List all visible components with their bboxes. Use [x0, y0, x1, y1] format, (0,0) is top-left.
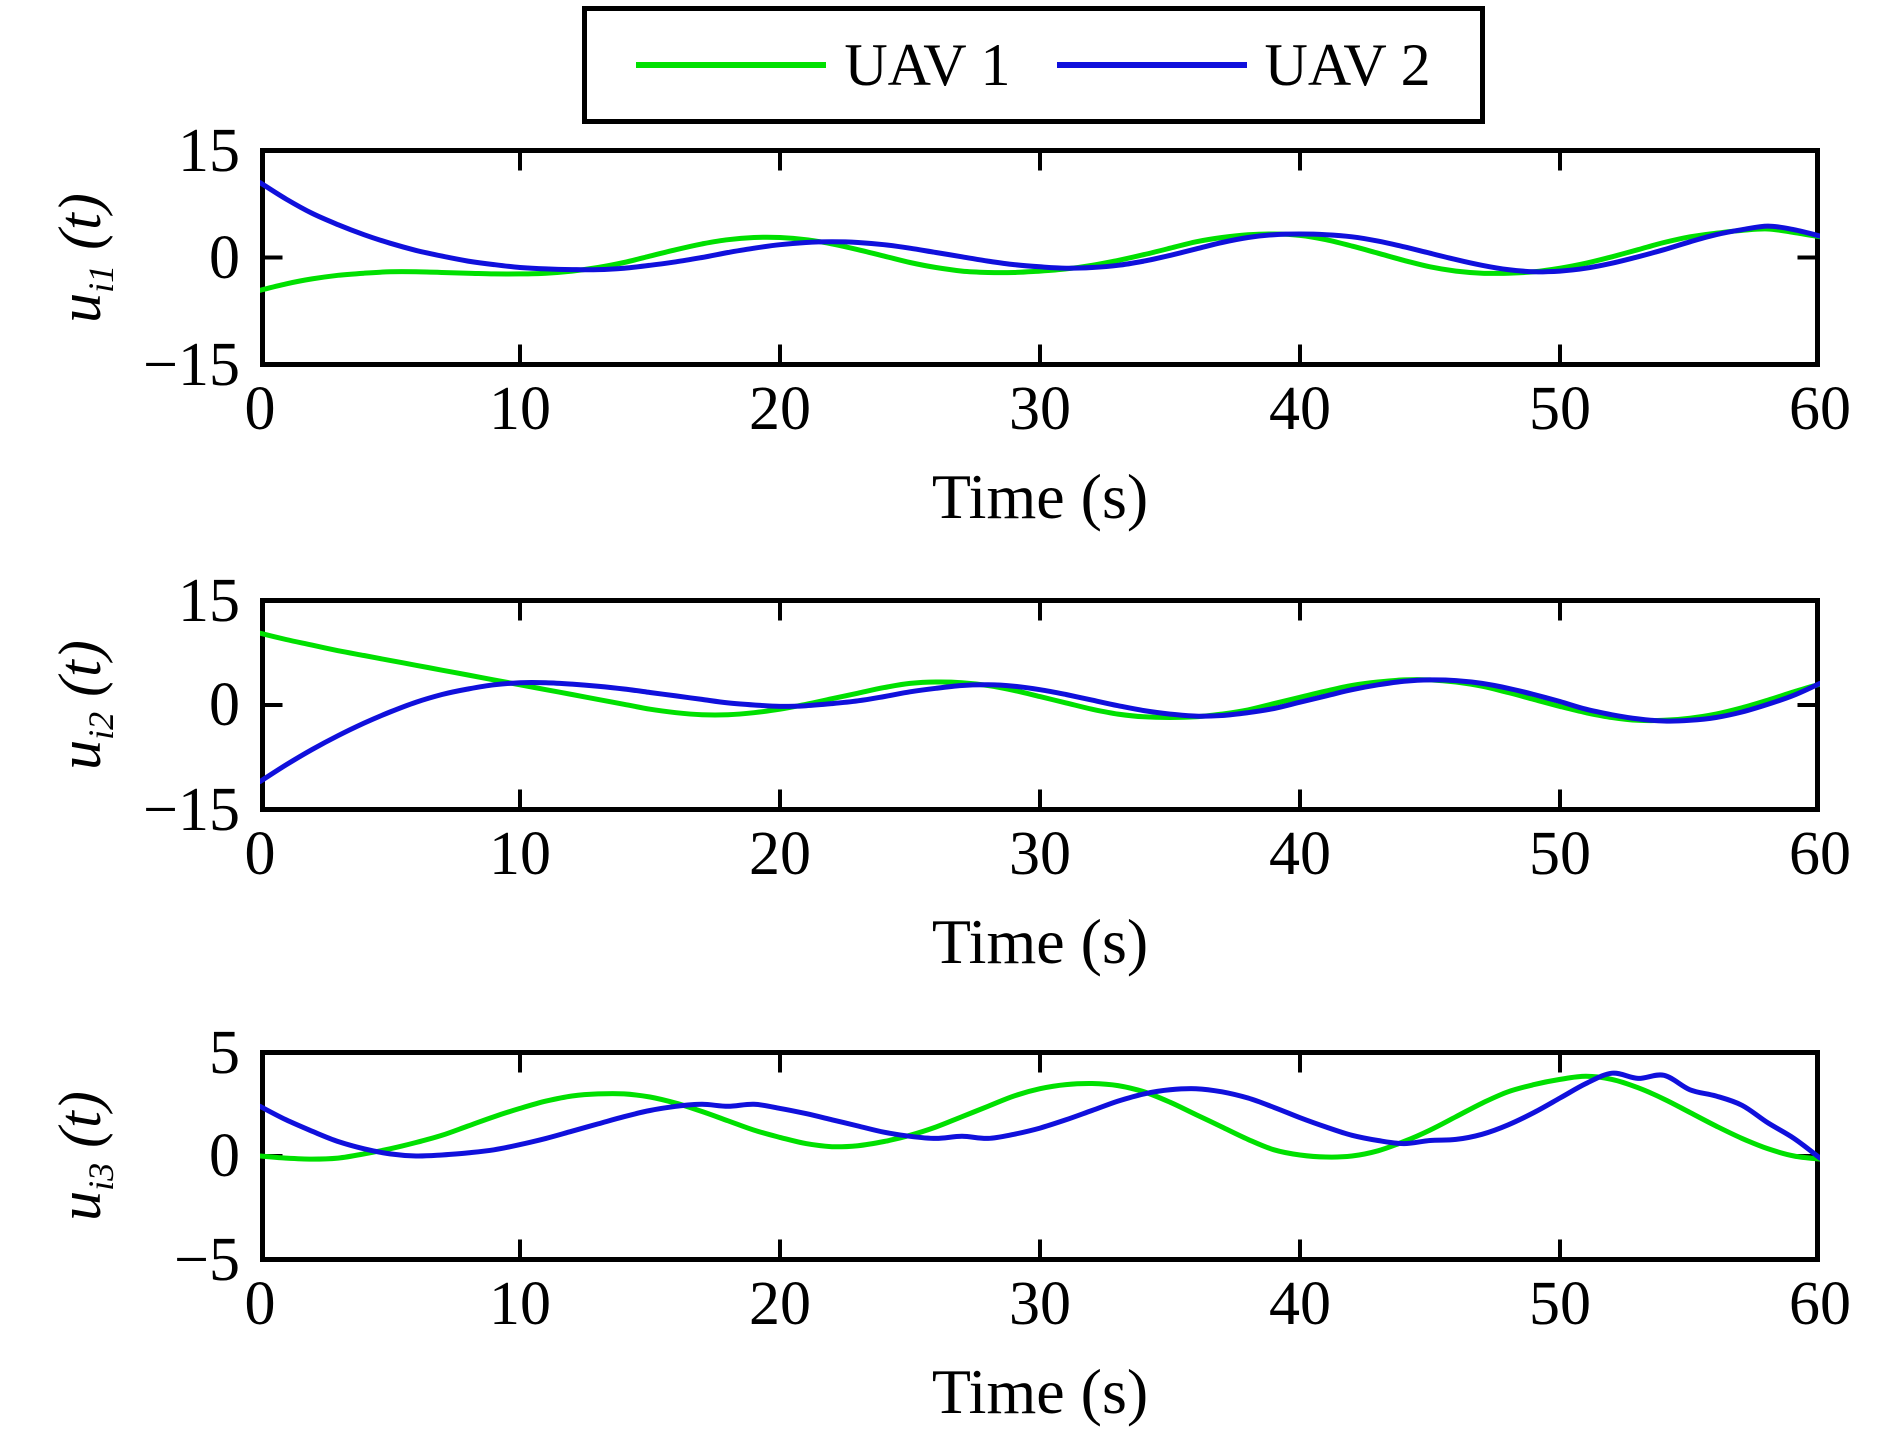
- y-tick-label: 15: [178, 566, 240, 635]
- x-tick-label: 50: [1529, 1270, 1591, 1338]
- x-tick-label: 10: [489, 375, 551, 443]
- x-tick-label: 60: [1789, 1270, 1851, 1338]
- y-tick-label: 0: [209, 671, 240, 739]
- y-tick-label: 0: [209, 223, 240, 292]
- y-axis-tick-labels-ui2: 15 0 −15: [0, 567, 240, 844]
- x-axis-title-ui2: Time (s): [931, 906, 1149, 977]
- axes-box: [260, 598, 1820, 812]
- x-tick-label: 10: [489, 820, 551, 888]
- y-tick-label: −15: [143, 775, 240, 844]
- x-tick-label: 20: [749, 375, 811, 443]
- legend-line-sample-uav1: [636, 62, 827, 68]
- x-tick-label: 60: [1789, 375, 1851, 443]
- legend-label-uav1: UAV 1: [844, 32, 1011, 98]
- series-line-uav1: [260, 1073, 1820, 1162]
- legend-label-uav2: UAV 2: [1264, 32, 1431, 98]
- x-tick-label: 10: [489, 1270, 551, 1338]
- legend: UAV 1 UAV 2: [582, 6, 1485, 124]
- x-tick-label: 40: [1269, 820, 1331, 888]
- plot-canvas-ui3: [260, 1050, 1820, 1262]
- plot-canvas-ui1: [260, 148, 1820, 367]
- x-tick-label: 30: [1009, 375, 1071, 443]
- legend-entry-uav2: UAV 2: [1056, 32, 1431, 98]
- y-tick-label: −5: [174, 1225, 240, 1294]
- y-tick-label: 15: [178, 116, 240, 185]
- x-tick-label: 0: [244, 375, 276, 443]
- x-tick-label: 30: [1009, 820, 1071, 888]
- x-axis-tick-labels-ui2: 0 10 20 30 40 50 60: [245, 820, 1852, 894]
- axes-box: [260, 148, 1820, 367]
- x-axis-title-ui3: Time (s): [931, 1356, 1149, 1427]
- x-axis-tick-labels-ui3: 0 10 20 30 40 50 60: [245, 1270, 1852, 1344]
- x-tick-label: 50: [1529, 375, 1591, 443]
- y-axis-tick-labels-ui1: 15 0 −15: [0, 117, 240, 399]
- x-tick-label: 40: [1269, 1270, 1331, 1338]
- x-tick-label: 50: [1529, 820, 1591, 888]
- series-line-uav2: [260, 180, 1820, 275]
- y-tick-label: 0: [209, 1122, 240, 1190]
- plot-canvas-ui2: [260, 598, 1820, 812]
- x-axis-tick-labels-ui1: 0 10 20 30 40 50 60: [245, 375, 1852, 449]
- series-line-uav2: [260, 1070, 1820, 1161]
- x-tick-label: 0: [244, 1270, 276, 1338]
- x-tick-label: 60: [1789, 820, 1851, 888]
- legend-line-sample-uav2: [1056, 62, 1247, 68]
- x-tick-label: 20: [749, 820, 811, 888]
- y-tick-label: −15: [143, 330, 240, 399]
- x-axis-title-ui1: Time (s): [931, 461, 1149, 532]
- y-axis-tick-labels-ui3: 5 0 −5: [0, 1019, 240, 1294]
- x-tick-label: 30: [1009, 1270, 1071, 1338]
- y-tick-label: 5: [209, 1018, 240, 1087]
- x-tick-label: 20: [749, 1270, 811, 1338]
- series-line-uav1: [260, 226, 1820, 293]
- series-line-uav2: [260, 677, 1820, 785]
- legend-entry-uav1: UAV 1: [636, 32, 1011, 98]
- x-tick-label: 40: [1269, 375, 1331, 443]
- x-tick-label: 0: [244, 820, 276, 888]
